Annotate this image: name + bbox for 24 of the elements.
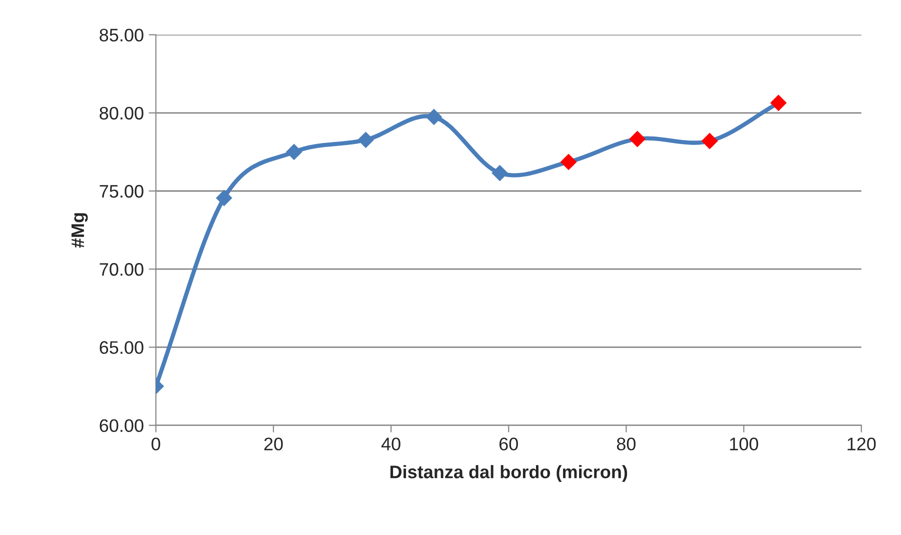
x-tick-label: 40 [381,438,400,450]
point [286,144,302,160]
y-tick-label: 60.00 [100,419,144,432]
point [629,130,646,148]
x-tick-label: 60 [499,438,518,450]
x-axis-title: Distanza dal bordo (micron) [390,465,628,482]
y-tick-label: 75.00 [100,184,144,198]
point [492,164,508,182]
x-tick-label: 20 [264,438,283,450]
point [560,154,577,170]
y-axis-title: #Mg [72,213,88,248]
point [358,132,374,148]
point [770,94,787,112]
x-tick-label: 100 [730,438,758,450]
y-tick-label: 65.00 [100,341,144,354]
y-tick-label: 85.00 [100,28,144,42]
point [426,108,442,126]
x-tick-label: 0 [152,438,160,450]
y-tick-label: 70.00 [100,263,144,276]
y-tick-label: 80.00 [100,106,144,120]
point [216,190,232,206]
point [701,132,718,150]
x-tick-label: 120 [848,438,876,450]
x-tick-label: 80 [616,438,636,450]
